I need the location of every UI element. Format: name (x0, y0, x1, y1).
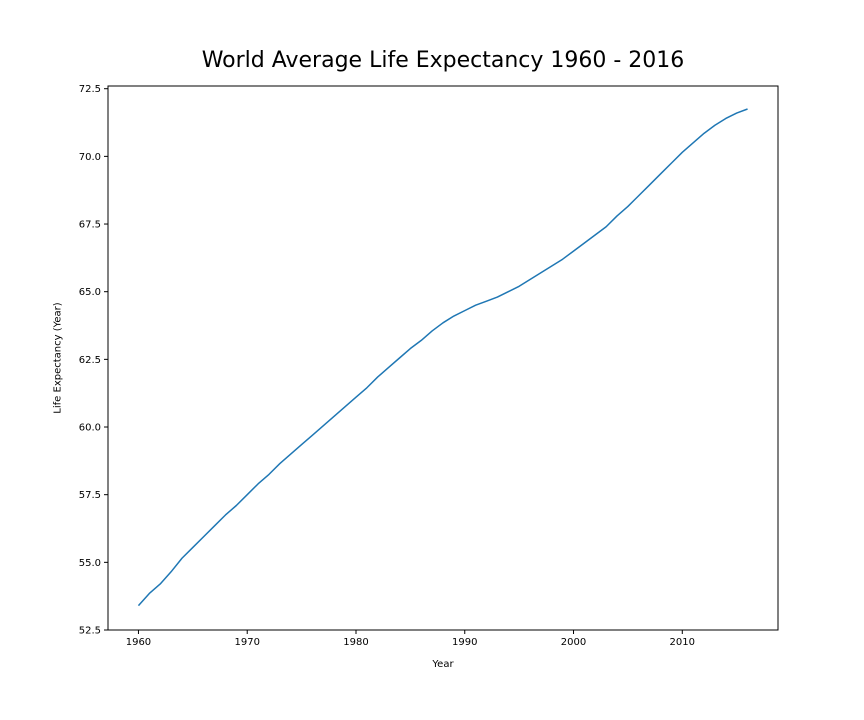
y-tick-label: 60.0 (79, 423, 101, 434)
y-tick-label: 52.5 (79, 626, 101, 637)
x-axis-label: Year (432, 659, 454, 670)
y-tick-label: 72.5 (79, 84, 101, 95)
y-tick-label: 67.5 (79, 220, 101, 231)
axes-frame (107, 85, 779, 631)
x-tick-label: 1980 (343, 637, 368, 648)
x-tick-label: 2000 (561, 637, 586, 648)
x-tick-label: 1990 (452, 637, 477, 648)
y-tick-label: 57.5 (79, 490, 101, 501)
y-tick-label: 65.0 (79, 287, 101, 298)
y-axis-label: Life Expectancy (Year) (52, 302, 64, 414)
series-line-0 (137, 108, 748, 607)
chart-title: World Average Life Expectancy 1960 - 201… (201, 48, 685, 73)
x-tick-label: 2010 (670, 637, 695, 648)
y-tick-label: 62.5 (79, 355, 101, 366)
y-tick-label: 55.0 (79, 558, 101, 569)
x-tick-label: 1960 (126, 637, 151, 648)
y-tick-label: 70.0 (79, 152, 101, 163)
x-tick-label: 1970 (234, 637, 259, 648)
